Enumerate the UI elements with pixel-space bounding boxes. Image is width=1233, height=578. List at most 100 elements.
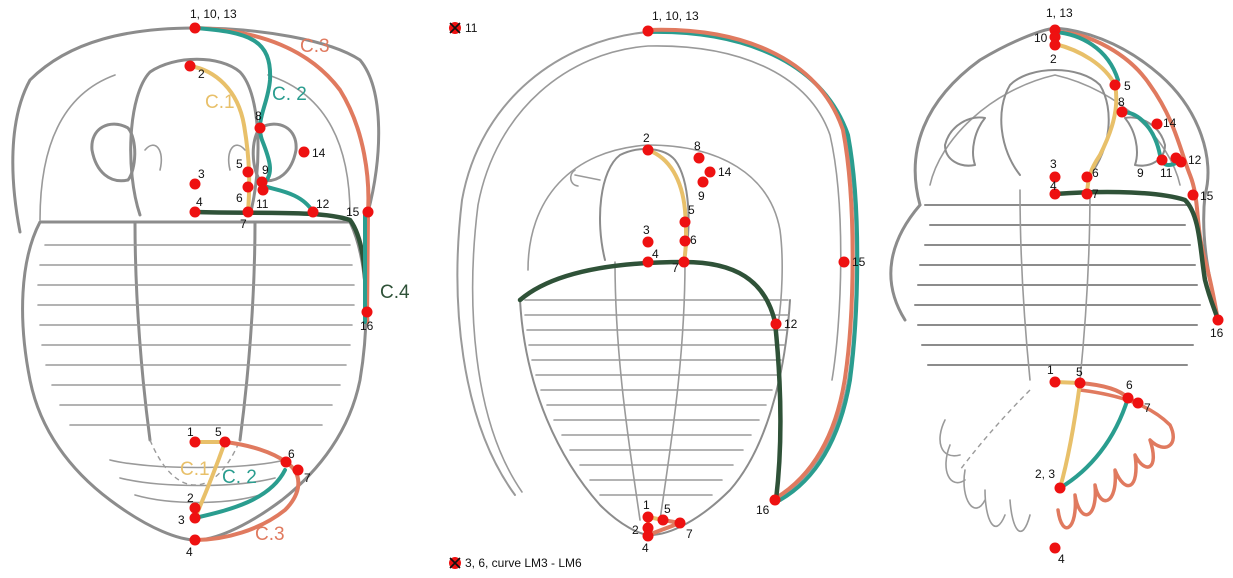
landmark-dot xyxy=(1132,397,1144,409)
middle-curve-2 xyxy=(646,29,860,502)
landmark-label: 1 xyxy=(187,425,194,439)
landmark-label: 5 xyxy=(664,502,671,516)
landmark-label: 7 xyxy=(1144,401,1151,415)
left-landmarks: 1, 10, 13 2 3 4 5 6 7 8 9 11 12 14 15 xyxy=(178,7,374,559)
landmark-label: 16 xyxy=(756,503,770,517)
landmark-dot xyxy=(189,178,201,190)
landmark-dot xyxy=(657,514,669,526)
landmark-dot xyxy=(242,166,254,178)
landmark-label: 8 xyxy=(1118,95,1125,109)
left-curve-2-pygidium xyxy=(193,468,287,520)
landmark-dot xyxy=(1081,171,1093,183)
middle-cephalon xyxy=(527,144,783,326)
landmark-label: 14 xyxy=(312,146,326,160)
landmark-label: 4 xyxy=(186,545,193,559)
landmark-label: 6 xyxy=(1092,166,1099,180)
right-curve-3 xyxy=(1053,30,1220,322)
middle-curve-1 xyxy=(646,148,689,264)
landmark-dot xyxy=(1122,392,1134,404)
right-curve-1 xyxy=(1053,42,1119,196)
middle-trilobite: 11 1, 10, 13 2 3 4 5 xyxy=(449,9,866,570)
landmark-label: 3 xyxy=(643,223,650,237)
landmark-dot xyxy=(1116,106,1128,118)
landmark-label: 12 xyxy=(316,197,330,211)
landmark-dot xyxy=(189,22,201,34)
landmark-dot xyxy=(674,517,686,529)
left-facial-suture xyxy=(39,74,351,221)
landmark-dot xyxy=(642,522,654,534)
landmark-label: 9 xyxy=(1137,166,1144,180)
landmark-label: 2 xyxy=(643,131,650,145)
landmark-dot xyxy=(1049,31,1061,43)
landmark-dot xyxy=(292,464,304,476)
landmark-dot xyxy=(678,256,690,268)
right-eye-right xyxy=(1124,116,1166,167)
landmark-label: 15 xyxy=(1200,189,1214,203)
landmark-dot xyxy=(189,436,201,448)
landmark-label: 1 xyxy=(1047,363,1054,377)
landmark-dot xyxy=(184,60,196,72)
landmark-dot xyxy=(1156,154,1168,166)
landmark-label: 6 xyxy=(236,191,243,205)
landmark-label: 1, 10, 13 xyxy=(190,7,237,21)
landmark-dot xyxy=(642,236,654,248)
landmark-label: 9 xyxy=(262,163,269,177)
landmark-label: 15 xyxy=(852,255,866,269)
landmark-label: 5 xyxy=(1076,365,1083,379)
landmark-dot xyxy=(1049,171,1061,183)
landmark-dot xyxy=(642,256,654,268)
excluded-note-bottom: 3, 6, curve LM3 - LM6 xyxy=(465,556,582,570)
left-label-c1-top: C.1 xyxy=(205,92,235,113)
landmark-dot xyxy=(1049,188,1061,200)
landmark-dot xyxy=(362,206,374,218)
cross-icon xyxy=(449,22,461,34)
landmark-dot xyxy=(189,512,201,524)
middle-segments xyxy=(524,299,789,496)
landmark-dot xyxy=(242,181,254,193)
landmark-label: 4 xyxy=(196,195,203,209)
landmark-label: 4 xyxy=(1058,552,1065,566)
right-trilobite: 1, 13 10 2 5 8 14 9 12 11 3 6 4 7 xyxy=(889,6,1224,566)
landmark-dot xyxy=(704,166,716,178)
left-curve-2-cephalon xyxy=(193,26,315,214)
landmark-label: 6 xyxy=(288,447,295,461)
middle-curve-3 xyxy=(646,27,855,500)
landmark-label: 1 xyxy=(643,498,650,512)
left-label-c3-top: C.3 xyxy=(300,36,330,57)
landmark-label: 7 xyxy=(1092,187,1099,201)
landmark-dot xyxy=(642,511,654,523)
left-curve-3-pygidium xyxy=(193,440,301,542)
left-label-c2-pyg: C. 2 xyxy=(222,467,257,488)
left-thoracic-segments xyxy=(37,244,355,426)
landmark-dot xyxy=(679,235,691,247)
landmark-dot xyxy=(242,206,254,218)
landmark-dot xyxy=(697,176,709,188)
left-trilobite: C.3 C. 2 C.1 C.4 C.1 C. 2 C.3 1, 10, 13 … xyxy=(11,7,410,559)
landmark-label: 5 xyxy=(236,157,243,171)
landmark-dot xyxy=(307,206,319,218)
left-pygidium-ribs xyxy=(109,459,286,504)
excluded-mark-top: 11 xyxy=(449,21,478,35)
landmark-dot xyxy=(1187,189,1199,201)
landmark-label: 7 xyxy=(672,261,679,275)
landmark-label: 15 xyxy=(346,205,360,219)
landmark-dot xyxy=(257,184,269,196)
middle-inner-border xyxy=(471,45,842,493)
landmark-label: 8 xyxy=(694,139,701,153)
middle-axial-lobe xyxy=(614,261,686,521)
left-label-c2-top: C. 2 xyxy=(272,84,307,105)
left-label-c3-pyg: C.3 xyxy=(255,524,285,545)
landmark-dot xyxy=(770,318,782,330)
landmark-label: 5 xyxy=(1124,79,1131,93)
right-glabella xyxy=(1000,69,1110,176)
landmark-dot xyxy=(219,436,231,448)
landmark-label: 1, 13 xyxy=(1046,6,1073,20)
landmark-label: 8 xyxy=(255,109,262,123)
landmark-label: 2 xyxy=(187,491,194,505)
right-cephalon-inner xyxy=(929,74,1181,186)
excluded-mark-bottom: 3, 6, curve LM3 - LM6 xyxy=(449,556,582,570)
landmark-label: 2 xyxy=(1050,52,1057,66)
landmark-label: 4 xyxy=(652,247,659,261)
